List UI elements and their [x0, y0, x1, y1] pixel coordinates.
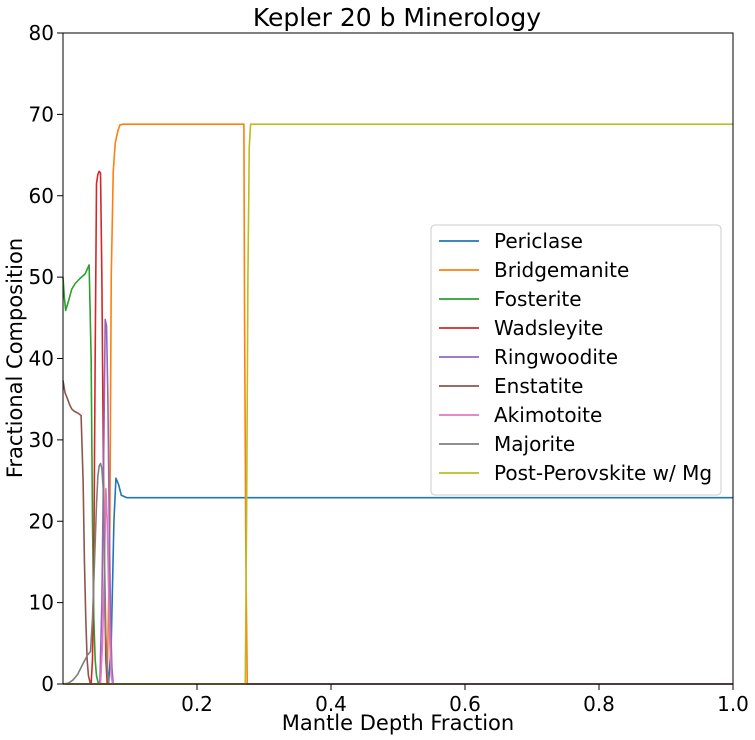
- plot-area: 0.2 0.4 0.6 0.8 1.0 0 10 20 30 40 50 60 70 80: [29, 21, 749, 716]
- y-tick-label: 40: [29, 347, 54, 371]
- y-tick-label: 10: [29, 591, 54, 615]
- legend-label-enstatite: Enstatite: [494, 374, 583, 398]
- x-tick-label: 0.2: [181, 692, 213, 716]
- legend-label-majorite: Majorite: [494, 432, 575, 456]
- x-tick-label: 1.0: [717, 692, 749, 716]
- legend-label-ringwoodite: Ringwoodite: [494, 345, 618, 369]
- y-tick-label: 80: [29, 21, 54, 45]
- series-line-akimotoite: [63, 487, 733, 685]
- y-tick-label: 0: [41, 672, 54, 696]
- x-axis-label: Mantle Depth Fraction: [282, 711, 514, 735]
- series-line-bridgemanite: [63, 123, 733, 685]
- legend-frame: [430, 224, 722, 496]
- series-line-ringwoodite: [63, 318, 733, 685]
- series-line-periclase: [63, 477, 733, 685]
- legend-label-akimotoite: Akimotoite: [494, 403, 602, 427]
- y-axis-label: Fractional Composition: [3, 238, 27, 478]
- series-line-enstatite: [62, 380, 733, 685]
- legend-label-post-perovskite-w-mg: Post-Perovskite w/ Mg: [494, 461, 712, 485]
- legend-label-periclase: Periclase: [494, 229, 583, 253]
- x-axis-ticks: 0.2 0.4 0.6 0.8 1.0: [181, 684, 749, 716]
- y-tick-label: 30: [29, 428, 54, 452]
- y-axis-ticks: 0 10 20 30 40 50 60 70 80: [29, 21, 63, 696]
- x-tick-label: 0.8: [583, 692, 615, 716]
- x-tick-label: 0.6: [449, 692, 481, 716]
- x-tick-label: 0.4: [315, 692, 347, 716]
- series-line-majorite: [62, 462, 733, 685]
- chart-title: Kepler 20 b Minerology: [253, 3, 541, 32]
- legend-label-bridgemanite: Bridgemanite: [494, 258, 629, 282]
- legend: Periclase Bridgemanite Fosterite Wadsleyite…: [430, 224, 722, 496]
- y-tick-label: 60: [29, 184, 54, 208]
- y-tick-label: 20: [29, 509, 54, 533]
- y-tick-label: 70: [29, 102, 54, 126]
- y-tick-label: 50: [29, 265, 54, 289]
- legend-label-fosterite: Fosterite: [494, 287, 582, 311]
- legend-label-wadsleyite: Wadsleyite: [494, 316, 603, 340]
